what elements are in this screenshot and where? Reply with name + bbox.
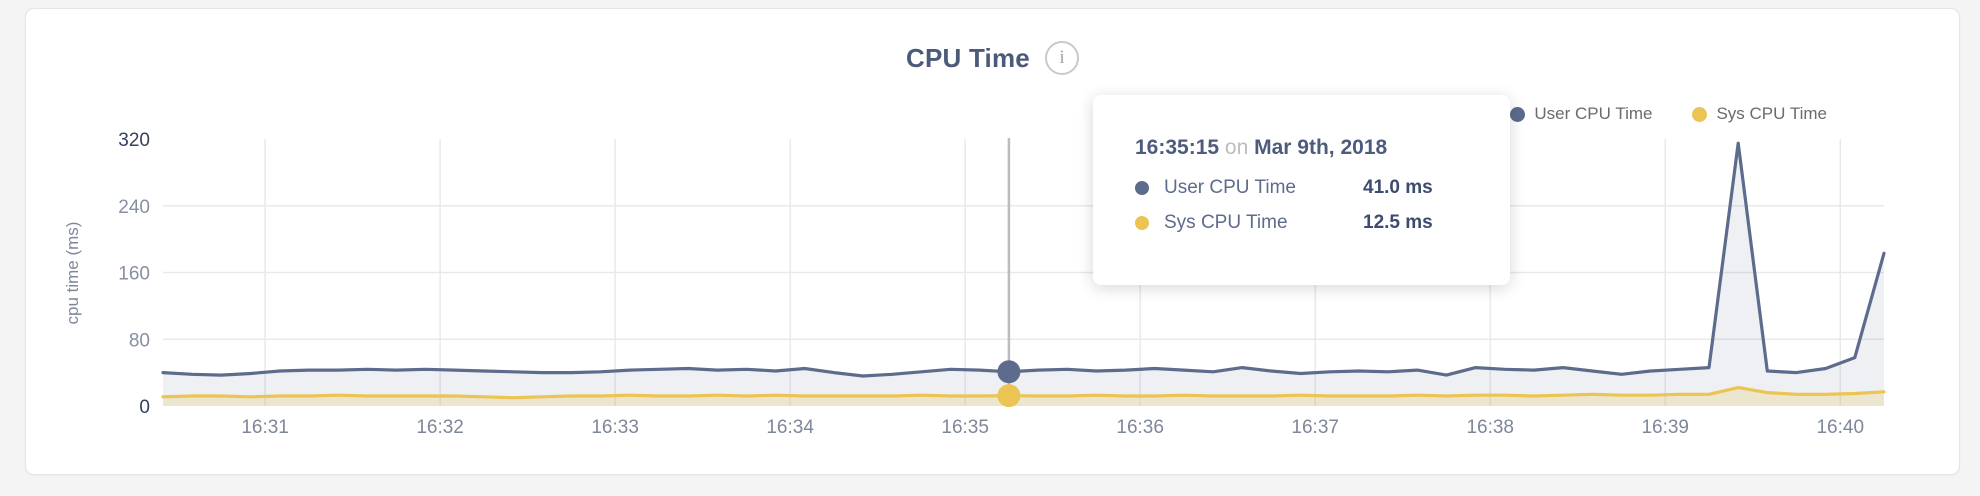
tooltip-row-user-cpu-time: User CPU Time 41.0 ms <box>1135 177 1480 199</box>
legend-dot-sys-cpu-time <box>1692 106 1708 122</box>
legend-label: User CPU Time <box>1534 104 1653 123</box>
legend-item-sys-cpu-time[interactable]: Sys CPU Time <box>1692 104 1827 124</box>
legend-label: Sys CPU Time <box>1716 104 1827 123</box>
tooltip-series-label: User CPU Time <box>1164 177 1296 198</box>
user-cpu-time-highlight-dot[interactable] <box>997 360 1021 384</box>
x-tick-label: 16:31 <box>241 417 289 438</box>
x-tick-label: 16:38 <box>1466 417 1514 438</box>
tooltip-series-value: 12.5 ms <box>1363 212 1433 233</box>
tooltip-date: Mar 9th, 2018 <box>1254 136 1388 159</box>
y-tick-label: 0 <box>139 397 150 418</box>
tooltip-time: 16:35:15 <box>1135 136 1220 159</box>
user-cpu-time-line[interactable] <box>161 141 1886 378</box>
tooltip-row-sys-cpu-time: Sys CPU Time 12.5 ms <box>1135 212 1480 234</box>
x-tick-label: 16:36 <box>1116 417 1164 438</box>
tooltip-series-label: Sys CPU Time <box>1164 212 1288 233</box>
tooltip-series-value: 41.0 ms <box>1363 177 1433 198</box>
legend-item-user-cpu-time[interactable]: User CPU Time <box>1510 104 1652 124</box>
y-tick-label: 240 <box>118 197 150 218</box>
y-tick-label: 160 <box>118 264 150 285</box>
chart-header: CPU Time i <box>26 41 1959 75</box>
x-tick-label: 16:37 <box>1291 417 1339 438</box>
x-tick-label: 16:39 <box>1641 417 1689 438</box>
tooltip-rows: User CPU Time 41.0 ms Sys CPU Time 12.5 ms <box>1135 177 1480 234</box>
x-tick-label: 16:35 <box>941 417 989 438</box>
legend-dot-user-cpu-time <box>1510 106 1526 122</box>
user-cpu-time-area <box>163 143 1884 406</box>
hover-tooltip: 16:35:15 on Mar 9th, 2018 User CPU Time 4… <box>1093 95 1510 285</box>
x-tick-label: 16:34 <box>766 417 814 438</box>
tooltip-dot-sys-cpu-time <box>1135 216 1149 230</box>
y-tick-label: 80 <box>129 330 150 351</box>
tooltip-dot-user-cpu-time <box>1135 181 1149 195</box>
chart-title: CPU Time <box>906 42 1030 73</box>
chart-legend: User CPU Time Sys CPU Time <box>1510 104 1827 124</box>
x-tick-label: 16:33 <box>591 417 639 438</box>
x-tick-label: 16:40 <box>1816 417 1864 438</box>
sys-cpu-time-line[interactable] <box>161 386 1886 400</box>
tooltip-connector: on <box>1224 136 1249 159</box>
sys-cpu-time-highlight-dot[interactable] <box>997 384 1021 408</box>
y-axis-title: cpu time (ms) <box>63 222 82 325</box>
y-tick-label: 320 <box>118 130 150 151</box>
x-tick-label: 16:32 <box>416 417 464 438</box>
info-icon[interactable]: i <box>1044 41 1079 75</box>
tooltip-header: 16:35:15 on Mar 9th, 2018 <box>1135 136 1480 160</box>
